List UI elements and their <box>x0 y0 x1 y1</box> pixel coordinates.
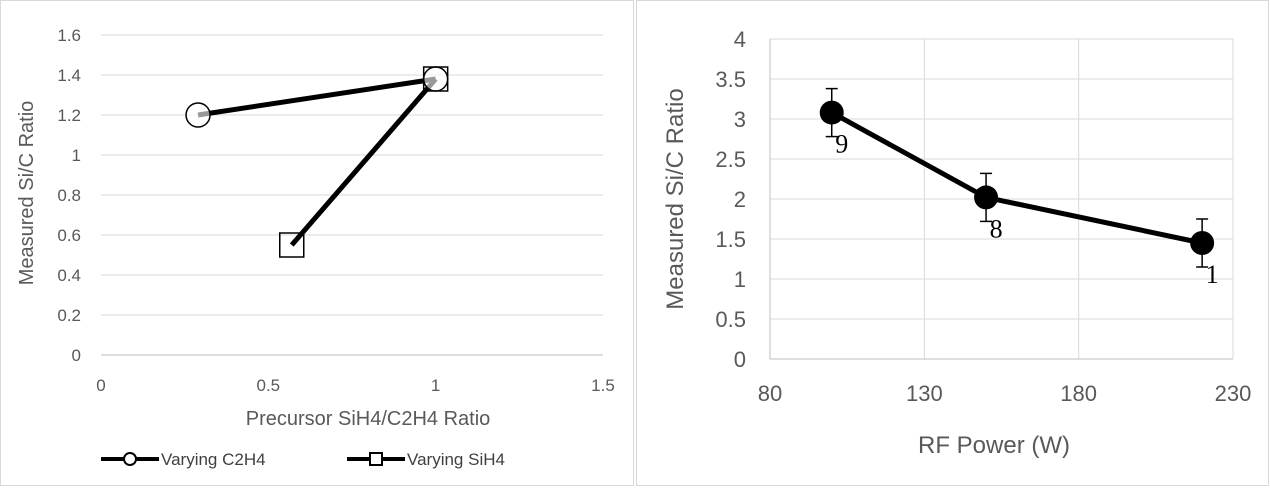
legend-label-sih4: Varying SiH4 <box>407 450 505 469</box>
data-point-filled-circle <box>1190 231 1215 255</box>
data-point-square <box>279 232 305 258</box>
left-x-axis-title: Precursor SiH4/C2H4 Ratio <box>246 408 491 430</box>
right-x-tick-labels: 80 130 180 230 <box>758 381 1252 406</box>
left-y-tick-label: 1.2 <box>57 106 81 125</box>
right-y-axis-title: Measured Si/C Ratio <box>662 88 689 309</box>
legend-item-varying-c2h4: Varying C2H4 <box>101 450 266 469</box>
left-y-axis-title: Measured Si/C Ratio <box>16 101 38 286</box>
chart-right-panel: 0 0.5 1 1.5 2 2.5 3 3.5 4 80 130 180 230 9 8 1 RF Pow… <box>636 0 1269 486</box>
right-y-tick-label: 3.5 <box>715 67 746 92</box>
right-y-tick-label: 1.5 <box>715 227 746 252</box>
right-y-tick-label: 4 <box>734 27 746 52</box>
left-x-tick-label: 1.5 <box>591 376 615 395</box>
legend-circle-marker <box>123 452 137 466</box>
left-gridlines <box>101 34 603 316</box>
right-x-tick-label: 180 <box>1060 381 1097 406</box>
right-series: 9 8 1 <box>819 87 1219 289</box>
data-point-square <box>422 66 449 92</box>
right-y-tick-labels: 0 0.5 1 1.5 2 2.5 3 3.5 4 <box>715 27 746 372</box>
left-y-tick-label: 0.6 <box>57 226 81 245</box>
left-y-tick-label: 1.6 <box>57 26 81 45</box>
right-x-tick-label: 130 <box>906 381 943 406</box>
data-point-circle <box>422 66 449 92</box>
right-x-tick-label: 230 <box>1215 381 1252 406</box>
left-y-tick-label: 0 <box>72 346 81 365</box>
series-line-varying-c2h4 <box>197 76 437 118</box>
right-y-tick-label: 0 <box>734 347 746 372</box>
right-gridlines <box>770 38 1234 359</box>
chart-left-panel: 0 0.2 0.4 0.6 0.8 1 1.2 1.4 1.6 0 0.5 1 1.5 Precurs… <box>0 0 634 486</box>
data-point-label: 1 <box>1206 260 1219 289</box>
left-y-tick-label: 1 <box>72 146 81 165</box>
data-point-circle <box>185 102 211 128</box>
right-y-tick-label: 0.5 <box>715 307 746 332</box>
data-point-filled-circle <box>974 185 999 210</box>
left-y-tick-label: 0.2 <box>57 306 81 325</box>
left-x-tick-label: 0 <box>96 376 105 395</box>
left-y-tick-label: 1.4 <box>57 66 81 85</box>
right-y-tick-label: 3 <box>734 107 746 132</box>
chart-right: 0 0.5 1 1.5 2 2.5 3 3.5 4 80 130 180 230 9 8 1 RF Pow… <box>662 27 1252 459</box>
left-y-tick-label: 0.4 <box>57 266 81 285</box>
legend-item-varying-sih4: Varying SiH4 <box>347 450 505 469</box>
series-line-rf-power <box>830 110 1203 246</box>
right-x-tick-label: 80 <box>758 381 782 406</box>
left-x-tick-labels: 0 0.5 1 1.5 <box>96 376 615 395</box>
left-y-tick-label: 0.8 <box>57 186 81 205</box>
legend-square-marker <box>369 452 383 466</box>
left-series <box>185 66 449 258</box>
chart-left: 0 0.2 0.4 0.6 0.8 1 1.2 1.4 1.6 0 0.5 1 1.5 Precurs… <box>16 26 615 469</box>
right-y-tick-label: 2.5 <box>715 147 746 172</box>
right-axes <box>769 39 1233 360</box>
left-legend: Varying C2H4 Varying SiH4 <box>101 450 505 469</box>
data-point-label: 8 <box>990 214 1003 243</box>
data-point-filled-circle <box>819 100 844 125</box>
right-y-tick-label: 2 <box>734 187 746 212</box>
series-line-varying-sih4 <box>289 77 438 247</box>
data-point-label: 9 <box>835 130 848 159</box>
left-x-tick-label: 0.5 <box>257 376 281 395</box>
legend-label-c2h4: Varying C2H4 <box>161 450 266 469</box>
left-x-tick-label: 1 <box>431 376 440 395</box>
right-y-tick-label: 1 <box>734 267 746 292</box>
left-y-tick-labels: 0 0.2 0.4 0.6 0.8 1 1.2 1.4 1.6 <box>57 26 81 365</box>
right-x-axis-title: RF Power (W) <box>918 432 1070 459</box>
